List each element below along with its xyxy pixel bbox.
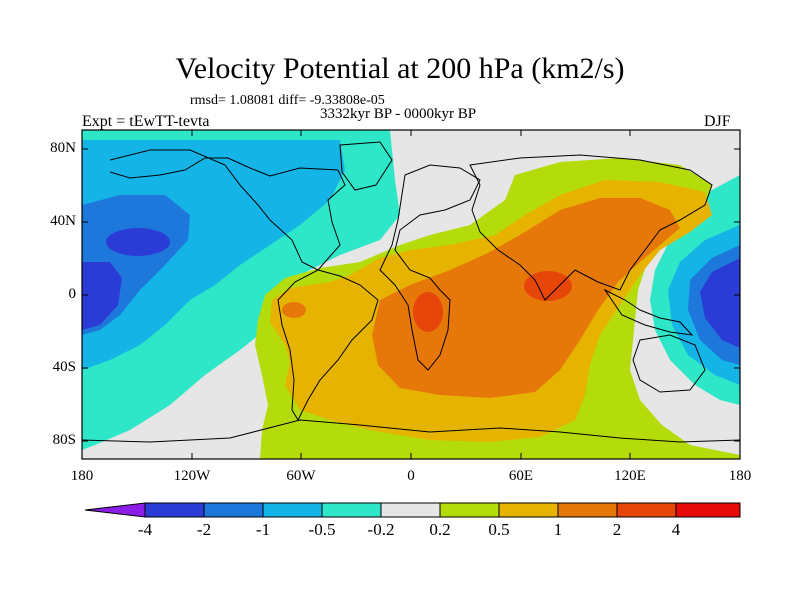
strong-negative-east (700, 258, 740, 348)
lon-tick-0: 0 (407, 468, 415, 484)
colorbar-cell-4 (321, 502, 382, 518)
positive-south-america-core (282, 302, 306, 318)
colorbar-label: -2 (196, 520, 212, 539)
coast-maritime (603, 288, 694, 336)
colorbar (84, 502, 741, 518)
colorbar-label: 2 (612, 520, 622, 539)
colorbar-label: -0.2 (367, 520, 395, 539)
strong-negative-north-pacific (106, 228, 170, 256)
coast-europe-africa (379, 164, 481, 371)
colorbar-cell-3 (262, 502, 323, 518)
colorbar-label: 0.2 (429, 520, 451, 539)
coastlines (82, 141, 740, 443)
lat-tick-80n: 80N (50, 140, 76, 156)
coast-australia (632, 334, 706, 393)
colorbar-label: 4 (671, 520, 681, 539)
very-strong-positive-africa (413, 292, 443, 332)
very-strong-positive-india (524, 271, 572, 301)
colorbar-label: -0.5 (308, 520, 336, 539)
lon-tick-120w: 120W (173, 468, 211, 484)
colorbar-cell-5 (380, 502, 441, 518)
coast-south-america (277, 269, 379, 422)
coast-antarctica (82, 419, 740, 443)
colorbar-cell-8 (557, 502, 618, 518)
colorbar-cell-6 (439, 502, 500, 518)
colorbar-label: -1 (255, 520, 271, 539)
colorbar-label: 1 (553, 520, 563, 539)
colorbar-cell-0 (84, 502, 146, 518)
strong-negative-west (82, 262, 122, 330)
experiment-label: Expt = tEwTT-tevta (82, 113, 210, 130)
lon-tick-60e: 60E (508, 468, 534, 484)
colorbar-cell-7 (498, 502, 559, 518)
lon-tick-120e: 120E (614, 468, 646, 484)
colorbar-cell-1 (144, 502, 205, 518)
stats-label: rmsd= 1.08081 diff= -9.33808e-05 (190, 93, 385, 108)
coast-north-america (109, 149, 346, 271)
colorbar-cell-9 (616, 502, 677, 518)
lon-tick-180w: 180 (70, 468, 94, 484)
lat-tick-40s: 40S (52, 359, 76, 375)
lat-tick-80s: 80S (52, 432, 76, 448)
lon-tick-60w: 60W (286, 468, 316, 484)
colorbar-label: 0.5 (488, 520, 510, 539)
strong-positive-region (372, 198, 680, 398)
period-label: 3332kyr BP - 0000kyr BP (320, 106, 477, 122)
coast-greenland (339, 141, 393, 191)
contour-field (82, 130, 740, 459)
axis-ticks (81, 130, 741, 459)
lat-tick-40n: 40N (50, 213, 76, 229)
lon-tick-180e: 180 (728, 468, 752, 484)
colorbar-cell-10 (675, 502, 741, 518)
coast-asia (469, 154, 713, 301)
colorbar-label: -4 (137, 520, 153, 539)
colorbar-cell-2 (203, 502, 264, 518)
map-title: Velocity Potential at 200 hPa (km2/s) (175, 52, 625, 85)
lat-tick-0: 0 (68, 286, 77, 302)
season-label: DJF (704, 113, 731, 130)
